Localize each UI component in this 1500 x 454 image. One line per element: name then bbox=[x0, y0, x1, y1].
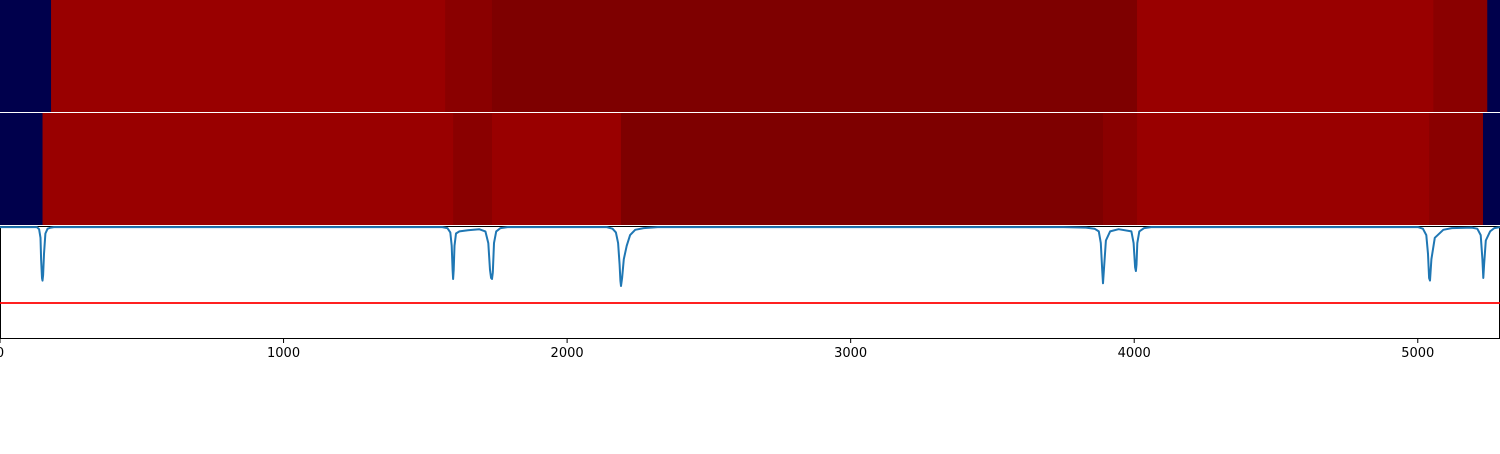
segmentation-row-2-segment-3 bbox=[491, 113, 622, 225]
segmentation-row-2-segment-8 bbox=[1482, 113, 1500, 225]
segmentation-row-2 bbox=[0, 113, 1500, 225]
segmentation-row-1-segment-4 bbox=[1137, 0, 1434, 112]
segmentation-row-1-segment-2 bbox=[445, 0, 493, 112]
segmentation-row-2-segment-2 bbox=[453, 113, 493, 225]
segmentation-row-2-segment-0 bbox=[0, 113, 44, 225]
x-tick-label-1000: 1000 bbox=[267, 346, 300, 361]
x-tick-label-2000: 2000 bbox=[551, 346, 584, 361]
x-tick-label-0: 0 bbox=[0, 346, 4, 361]
segmentation-row-1-segment-1 bbox=[51, 0, 446, 112]
segmentation-row-2-segment-7 bbox=[1429, 113, 1484, 225]
segmentation-row-2-segment-1 bbox=[42, 113, 454, 225]
segmentation-row-2-segment-6 bbox=[1137, 113, 1430, 225]
segmentation-row-1-segment-3 bbox=[491, 0, 1138, 112]
segmentation-row-1-segment-5 bbox=[1433, 0, 1488, 112]
segmentation-row-1-segment-0 bbox=[0, 0, 52, 112]
segmentation-row-1-segment-6 bbox=[1487, 0, 1500, 112]
segmentation-row-1 bbox=[0, 0, 1500, 112]
segmentation-row-2-segment-5 bbox=[1103, 113, 1138, 225]
score-panel bbox=[0, 226, 1500, 339]
x-tick-label-4000: 4000 bbox=[1118, 346, 1151, 361]
score-panel-frame bbox=[0, 226, 1500, 339]
boundary-score-line bbox=[0, 226, 1500, 287]
x-tick-label-5000: 5000 bbox=[1401, 346, 1434, 361]
x-tick-label-3000: 3000 bbox=[834, 346, 867, 361]
row-separator bbox=[0, 112, 1500, 113]
x-axis: 0 1000 2000 3000 4000 5000 bbox=[0, 338, 1434, 361]
segmentation-row-2-segment-4 bbox=[620, 113, 1104, 225]
